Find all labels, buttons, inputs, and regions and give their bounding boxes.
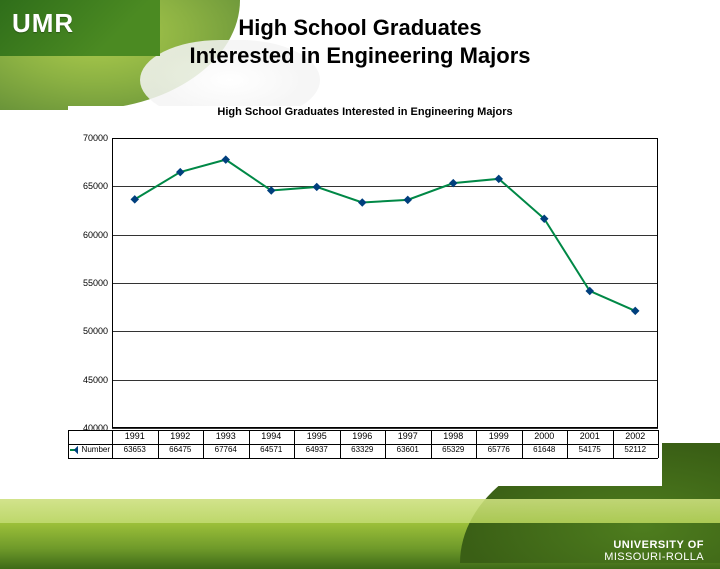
data-cell: 63653 — [124, 445, 146, 454]
slide: UMR High School Graduates Interested in … — [0, 0, 720, 569]
table-row-separator — [68, 458, 658, 459]
table-col-separator — [522, 430, 523, 458]
data-cell: 65776 — [488, 445, 510, 454]
table-col-separator — [112, 430, 113, 458]
x-tick-label: 1996 — [352, 431, 372, 441]
data-cell: 64571 — [260, 445, 282, 454]
x-tick-label: 2000 — [534, 431, 554, 441]
line-series — [68, 130, 660, 430]
data-cell: 64937 — [306, 445, 328, 454]
data-cell: 63329 — [351, 445, 373, 454]
chart-title: High School Graduates Interested in Engi… — [68, 106, 662, 118]
x-tick-label: 2001 — [580, 431, 600, 441]
logo-text: UMR — [12, 8, 74, 39]
plot-area: 4000045000500005500060000650007000019916… — [68, 130, 662, 460]
x-tick-label: 1991 — [125, 431, 145, 441]
x-tick-label: 1997 — [398, 431, 418, 441]
x-tick-label: 2002 — [625, 431, 645, 441]
x-tick-label: 1999 — [489, 431, 509, 441]
x-tick-label: 1995 — [307, 431, 327, 441]
data-cell: 52112 — [624, 445, 646, 454]
slide-title-line1: High School Graduates — [0, 14, 720, 42]
legend-label: Number — [82, 445, 110, 454]
data-cell: 54175 — [579, 445, 601, 454]
university-attribution: UNIVERSITY OF MISSOURI-ROLLA — [604, 539, 704, 563]
data-cell: 66475 — [169, 445, 191, 454]
table-col-separator — [567, 430, 568, 458]
slide-title-line2: Interested in Engineering Majors — [0, 42, 720, 70]
legend-key: Number — [70, 445, 110, 454]
table-col-separator — [294, 430, 295, 458]
table-col-separator — [340, 430, 341, 458]
table-col-separator — [249, 430, 250, 458]
table-col-separator — [385, 430, 386, 458]
data-cell: 67764 — [215, 445, 237, 454]
table-col-separator — [476, 430, 477, 458]
university-line1: UNIVERSITY OF — [604, 539, 704, 551]
table-col-separator — [203, 430, 204, 458]
table-col-separator — [613, 430, 614, 458]
chart-container: High School Graduates Interested in Engi… — [68, 106, 662, 486]
slide-title: High School Graduates Interested in Engi… — [0, 14, 720, 69]
data-cell: 61648 — [533, 445, 555, 454]
x-tick-label: 1993 — [216, 431, 236, 441]
data-cell: 65329 — [442, 445, 464, 454]
x-tick-label: 1992 — [170, 431, 190, 441]
table-col-separator — [68, 430, 69, 458]
table-col-separator — [158, 430, 159, 458]
table-col-separator — [658, 430, 659, 458]
x-tick-label: 1994 — [261, 431, 281, 441]
data-cell: 63601 — [397, 445, 419, 454]
university-line2: MISSOURI-ROLLA — [604, 551, 704, 563]
table-col-separator — [431, 430, 432, 458]
x-tick-label: 1998 — [443, 431, 463, 441]
legend-marker-icon — [70, 446, 78, 454]
